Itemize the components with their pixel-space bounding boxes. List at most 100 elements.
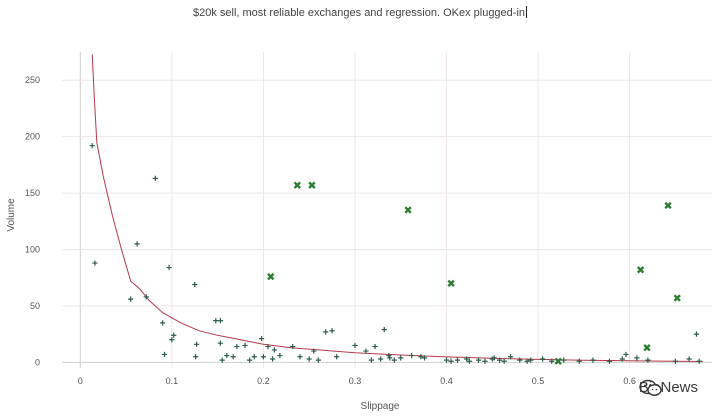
plus-point (448, 358, 454, 364)
plus-point (242, 342, 248, 349)
plus-point (464, 356, 470, 362)
y-tick-label: 250 (25, 75, 40, 85)
plus-point (517, 357, 523, 363)
x-point (404, 206, 412, 214)
plus-point (192, 281, 198, 288)
plus-point (409, 352, 415, 359)
plus-point (247, 357, 253, 363)
plus-point (634, 355, 640, 361)
plus-point (576, 358, 582, 364)
text-caret (526, 6, 528, 18)
plus-point (290, 343, 296, 350)
y-tick-label: 100 (25, 245, 40, 255)
plus-point (311, 348, 317, 354)
plus-point (475, 357, 482, 363)
plus-point (686, 356, 692, 362)
y-tick-label: 0 (35, 357, 40, 367)
plus-point (334, 354, 340, 360)
plus-point (387, 355, 393, 361)
plus-point (363, 348, 369, 354)
plus-point (323, 329, 329, 335)
x-tick-label: 0.1 (166, 376, 179, 386)
plus-point (329, 328, 335, 334)
x-tick-label: 0.2 (257, 376, 270, 386)
plus-point (234, 343, 240, 350)
plus-point (561, 357, 567, 363)
plus-point (590, 357, 596, 363)
y-tick-label: 200 (25, 132, 40, 142)
x-point (673, 294, 681, 302)
chart-title: $20k sell, most reliable exchanges and r… (0, 6, 720, 19)
regression-line (91, 54, 703, 362)
plus-point (217, 318, 223, 324)
plus-point (672, 358, 678, 364)
plus-point (160, 320, 166, 326)
x-point (267, 272, 275, 281)
plus-point (152, 175, 158, 181)
plus-point (482, 358, 488, 364)
y-axis-label: Volume (6, 198, 17, 232)
x-tick-label: 0.4 (440, 376, 453, 386)
plus-point (230, 354, 236, 360)
plus-point (466, 358, 472, 364)
plus-point (398, 355, 404, 361)
watermark: BiaNews (639, 379, 698, 396)
x-point (664, 201, 672, 210)
plus-point (171, 332, 177, 338)
plus-point (619, 356, 625, 362)
y-tick-label: 50 (30, 301, 40, 311)
plus-point (219, 357, 225, 363)
plus-point (269, 356, 276, 362)
plus-point (549, 358, 555, 364)
x-tick-label: 0.3 (349, 376, 362, 386)
plus-point (501, 358, 507, 364)
plus-point (368, 357, 375, 363)
plus-point (352, 342, 358, 349)
x-point (293, 181, 301, 189)
plus-point (693, 331, 700, 337)
plus-point (193, 341, 200, 347)
plus-point (315, 357, 321, 363)
plus-point (217, 340, 223, 346)
plus-point (213, 318, 219, 324)
x-tick-label: 0.6 (623, 376, 636, 386)
plus-point (143, 294, 149, 300)
plus-point (277, 352, 283, 359)
plus-point (134, 241, 140, 247)
plus-point (128, 296, 134, 302)
x-point (643, 344, 651, 352)
plus-point (391, 357, 397, 363)
plus-point (260, 354, 267, 360)
plus-point (540, 356, 546, 362)
plus-point (265, 343, 271, 350)
plus-point (271, 347, 277, 353)
plus-point (623, 351, 629, 358)
plus-point (169, 337, 175, 343)
plus-point (528, 357, 534, 363)
plus-point (258, 336, 265, 342)
axis-layer: 0 0.1 0.2 0.3 0.4 0.5 0.6 0 50 100 150 200 250 (25, 75, 636, 386)
plus-point (161, 351, 168, 358)
plus-point (92, 260, 98, 266)
x-point (554, 357, 562, 365)
x-point (447, 279, 455, 288)
plus-marker-series (89, 143, 702, 364)
plus-point (251, 354, 257, 360)
x-point (308, 181, 316, 189)
plus-point (491, 355, 497, 361)
plus-point (193, 354, 199, 360)
plus-point (507, 354, 514, 360)
wechat-icon (639, 379, 662, 396)
y-tick-label: 150 (25, 188, 40, 198)
x-tick-label: 0 (78, 376, 83, 386)
grid-layer (62, 52, 712, 368)
plus-point (297, 354, 303, 360)
plus-point (166, 264, 172, 271)
plus-point (224, 352, 230, 359)
x-marker-series (267, 181, 681, 365)
plus-point (645, 357, 651, 363)
chart-title-text: $20k sell, most reliable exchanges and r… (192, 7, 526, 19)
x-tick-label: 0.5 (532, 376, 545, 386)
plus-point (421, 355, 428, 361)
